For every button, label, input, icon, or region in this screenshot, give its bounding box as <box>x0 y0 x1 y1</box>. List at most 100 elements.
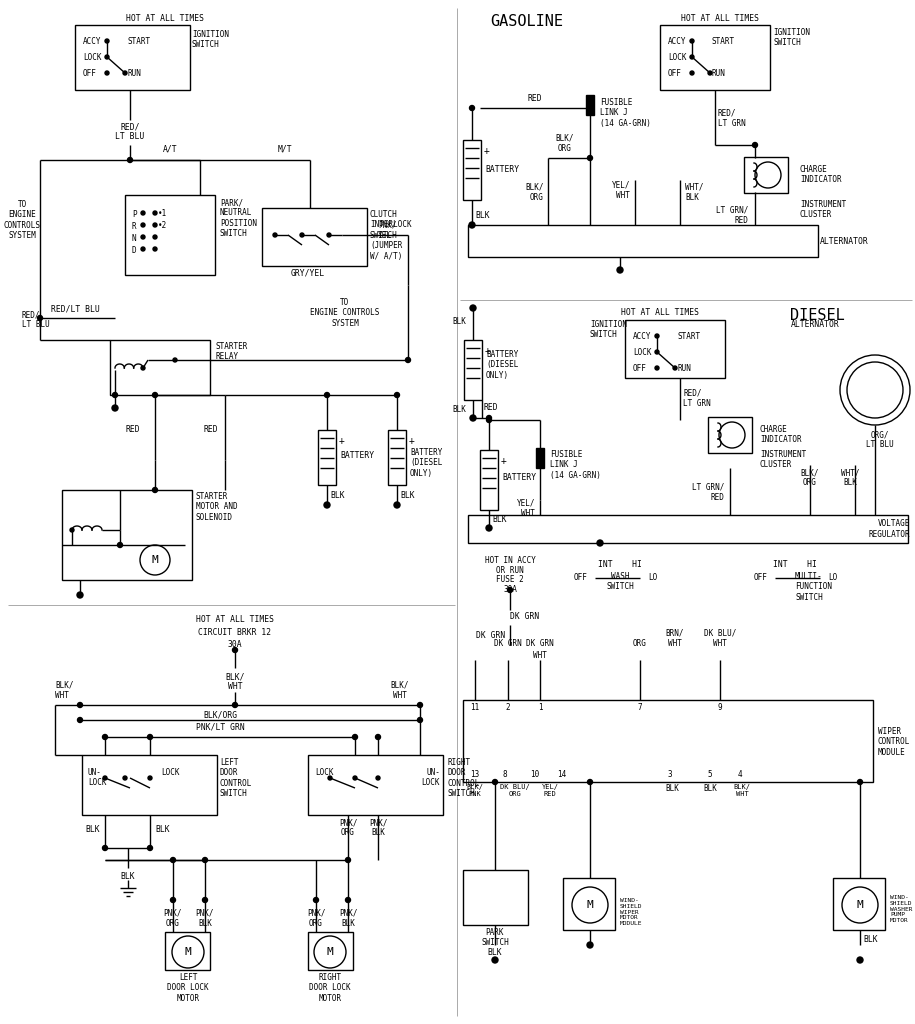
Text: UN-
LOCK: UN- LOCK <box>422 768 440 787</box>
Circle shape <box>170 857 176 862</box>
Bar <box>468 515 908 543</box>
Text: LT GRN/
RED: LT GRN/ RED <box>692 482 724 502</box>
Text: TO
ENGINE CONTROLS
SYSTEM: TO ENGINE CONTROLS SYSTEM <box>310 298 380 328</box>
Circle shape <box>141 223 145 227</box>
Circle shape <box>153 211 157 215</box>
Text: RED/
LT GRN: RED/ LT GRN <box>718 109 746 128</box>
Circle shape <box>153 487 157 493</box>
Circle shape <box>103 776 107 780</box>
Circle shape <box>77 592 83 598</box>
Text: YEL/
RED: YEL/ RED <box>542 784 558 797</box>
Circle shape <box>173 358 177 362</box>
Text: BLK: BLK <box>492 515 507 524</box>
Text: BLK: BLK <box>400 490 414 500</box>
Text: BLK/: BLK/ <box>225 672 244 681</box>
Bar <box>388 430 406 485</box>
Text: BLK: BLK <box>475 211 490 219</box>
Text: BATTERY
(DIESEL
ONLY): BATTERY (DIESEL ONLY) <box>410 449 442 478</box>
Text: INSTRUMENT
CLUSTER: INSTRUMENT CLUSTER <box>760 450 806 469</box>
Bar <box>586 95 594 115</box>
Text: HOT AT ALL TIMES: HOT AT ALL TIMES <box>196 615 274 624</box>
Circle shape <box>353 776 357 780</box>
Text: P: P <box>132 210 136 219</box>
Text: FUSE 2
30A: FUSE 2 30A <box>496 575 524 594</box>
Circle shape <box>486 525 492 531</box>
Text: RED: RED <box>203 426 218 434</box>
Text: RUN: RUN <box>677 364 691 373</box>
Circle shape <box>102 846 107 851</box>
Bar <box>262 208 367 266</box>
Text: 7: 7 <box>638 703 642 712</box>
Text: 10: 10 <box>531 770 540 779</box>
Text: RED/
LT GRN: RED/ LT GRN <box>683 388 711 408</box>
Text: R: R <box>132 222 136 231</box>
Text: ALTERNATOR: ALTERNATOR <box>791 319 840 329</box>
Text: HOT IN ACCY
OR RUN: HOT IN ACCY OR RUN <box>485 556 535 575</box>
Bar <box>480 450 498 510</box>
Text: FUSIBLE
LINK J
(14 GA-GRN): FUSIBLE LINK J (14 GA-GRN) <box>550 450 601 480</box>
Circle shape <box>123 71 127 75</box>
Text: BATTERY: BATTERY <box>502 473 536 482</box>
Circle shape <box>147 734 153 739</box>
Text: IGNITION
SWITCH: IGNITION SWITCH <box>773 28 810 47</box>
Circle shape <box>857 779 863 784</box>
Text: ACCY: ACCY <box>668 37 686 46</box>
Text: UN-
LOCK: UN- LOCK <box>88 768 106 787</box>
Bar <box>62 490 192 580</box>
Text: START: START <box>712 37 735 46</box>
Text: PARK/
NEUTRAL
POSITION
SWITCH: PARK/ NEUTRAL POSITION SWITCH <box>220 198 257 239</box>
Circle shape <box>690 39 694 43</box>
Text: BLK/
WHT: BLK/ WHT <box>391 681 409 700</box>
Circle shape <box>469 222 475 228</box>
Text: DK BLU/
ORG: DK BLU/ ORG <box>501 784 530 797</box>
Text: BLK/
ORG: BLK/ ORG <box>525 182 544 202</box>
Text: RIGHT
DOOR LOCK
MOTOR: RIGHT DOOR LOCK MOTOR <box>309 973 350 1002</box>
Text: BLK: BLK <box>85 825 100 835</box>
Text: BLK: BLK <box>488 948 502 957</box>
Bar <box>536 449 544 468</box>
Circle shape <box>376 776 380 780</box>
Text: BLK/
ORG: BLK/ ORG <box>555 133 575 153</box>
Text: WIPER
CONTROL
MODULE: WIPER CONTROL MODULE <box>878 727 910 757</box>
Circle shape <box>105 71 109 75</box>
Circle shape <box>141 366 145 370</box>
Circle shape <box>105 55 109 59</box>
Circle shape <box>508 588 512 593</box>
Text: LOCK: LOCK <box>315 768 333 777</box>
Text: OFF: OFF <box>633 364 647 373</box>
Text: PNK/
BLK: PNK/ BLK <box>339 908 357 928</box>
Bar <box>308 932 353 970</box>
Circle shape <box>417 718 423 723</box>
Text: 3: 3 <box>668 770 673 779</box>
Text: RED/LT BLU: RED/LT BLU <box>50 304 100 313</box>
Text: 9: 9 <box>717 703 722 712</box>
Circle shape <box>752 142 758 147</box>
Text: WHT/
BLK: WHT/ BLK <box>841 468 859 487</box>
Text: +: + <box>409 436 414 446</box>
Text: M: M <box>856 900 864 910</box>
Text: LO: LO <box>648 573 657 583</box>
Circle shape <box>153 247 157 251</box>
Circle shape <box>141 211 145 215</box>
Circle shape <box>113 392 117 397</box>
Text: CHARGE
INDICATOR: CHARGE INDICATOR <box>800 165 842 184</box>
Bar <box>660 25 770 90</box>
Text: LOCK: LOCK <box>633 348 651 357</box>
Circle shape <box>325 392 329 397</box>
Circle shape <box>232 647 238 652</box>
Text: BLK: BLK <box>155 825 169 835</box>
Text: WHT: WHT <box>228 682 242 691</box>
Text: MULTI-
FUNCTION
SWITCH: MULTI- FUNCTION SWITCH <box>795 572 832 602</box>
Text: BLK: BLK <box>665 784 679 793</box>
Circle shape <box>857 957 863 963</box>
Bar <box>833 878 885 930</box>
Circle shape <box>117 543 123 548</box>
Bar <box>125 195 215 275</box>
Bar <box>463 870 528 925</box>
Bar <box>75 25 190 90</box>
Text: CLUTCH
INTERLOCK
SWITCH
(JUMPER
W/ A/T): CLUTCH INTERLOCK SWITCH (JUMPER W/ A/T) <box>370 210 412 260</box>
Text: DK GRN: DK GRN <box>526 639 554 648</box>
Circle shape <box>78 718 82 723</box>
Text: 1: 1 <box>538 703 543 712</box>
Text: 13: 13 <box>470 770 479 779</box>
